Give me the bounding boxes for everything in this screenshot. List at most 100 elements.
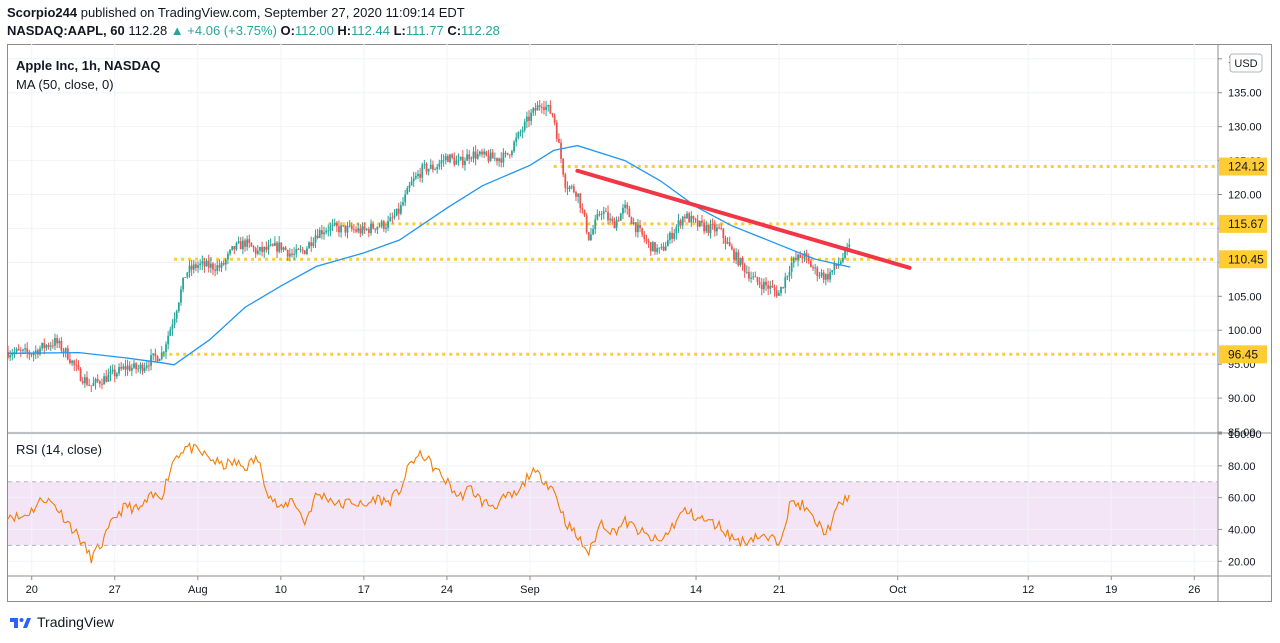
low-value: 111.77 [405, 23, 444, 38]
candle-body [133, 363, 135, 368]
candle-body [391, 217, 394, 219]
time-tick-label: 24 [441, 584, 453, 596]
candle [553, 113, 556, 126]
candle [271, 243, 274, 247]
candle-body [145, 365, 148, 368]
candle-body [58, 340, 61, 344]
candle-body [515, 137, 518, 142]
rsi-axis[interactable]: 20.00 40.00 60.00 80.00 100.00 [1218, 429, 1262, 568]
candle-body [790, 262, 793, 273]
candle [598, 210, 601, 217]
candle [438, 159, 441, 170]
candle-body [671, 232, 673, 239]
candle [248, 234, 251, 248]
candle [19, 347, 22, 357]
candle-body [643, 234, 646, 240]
price-level-badge: 115.67 [1219, 214, 1267, 233]
candle-body [318, 230, 321, 238]
candle-body [483, 151, 486, 155]
candle [241, 236, 244, 255]
candle [43, 338, 46, 355]
price-tick-label: 120.00 [1228, 190, 1262, 202]
candle [513, 140, 515, 153]
candle-body [440, 160, 443, 164]
candle-body [374, 228, 377, 230]
candle [109, 365, 112, 382]
candle-body [519, 132, 522, 134]
candle [118, 363, 120, 376]
candle-body [476, 154, 479, 159]
candle-body [632, 222, 635, 225]
candle [77, 360, 80, 371]
currency-badge[interactable]: USD [1229, 53, 1263, 73]
candle [485, 150, 488, 157]
symbol-name: NASDAQ:AAPL, 60 [7, 23, 125, 38]
candle-body [844, 248, 846, 258]
candle [716, 224, 718, 236]
candle [558, 133, 560, 144]
candle-body [83, 377, 86, 384]
candle [444, 153, 447, 165]
candle [205, 258, 208, 267]
candle [538, 100, 541, 111]
candle [805, 249, 808, 264]
candle-body [696, 219, 699, 227]
candle [795, 251, 797, 262]
candle [807, 253, 810, 265]
candle [824, 273, 827, 286]
candle [487, 149, 490, 164]
candle-body [660, 246, 663, 248]
candle-body [829, 272, 831, 280]
price-change: +4.06 (+3.75%) [187, 23, 277, 38]
candle-body [724, 238, 727, 244]
candle [481, 148, 483, 158]
trendline[interactable] [575, 168, 912, 270]
candle [209, 257, 212, 274]
tradingview-brand[interactable]: TradingView [9, 614, 114, 630]
candle-body [489, 152, 492, 161]
price-tick-label: 90.00 [1228, 393, 1256, 405]
candle-body [192, 264, 195, 270]
candle-body [278, 242, 281, 252]
candle [111, 364, 114, 375]
candle [427, 168, 430, 176]
candle [745, 265, 748, 275]
candle [308, 241, 310, 249]
candle [532, 106, 535, 116]
candle [602, 206, 605, 220]
candle-body [148, 365, 150, 367]
candle-body [816, 267, 819, 277]
candle-body [372, 223, 375, 229]
candle [474, 145, 477, 166]
candle [579, 192, 582, 213]
candle [203, 257, 206, 273]
candle-body [673, 233, 676, 239]
price-axis[interactable]: 85.0090.0095.00100.00105.00110.00115.001… [1218, 54, 1262, 439]
candle-body [600, 213, 603, 215]
low-label: L: [393, 23, 406, 38]
candle-body [795, 257, 797, 260]
candle-body [162, 352, 165, 353]
candle [192, 259, 195, 274]
time-tick-label: 26 [1188, 584, 1200, 596]
candle [186, 271, 189, 279]
candle-body [538, 105, 541, 107]
candle-body [666, 239, 669, 247]
candle-body [124, 366, 127, 370]
candle-body [111, 369, 114, 372]
candle-body [169, 329, 172, 336]
time-axis[interactable]: 20 27 Aug 10 17 24 Sep 14 21 Oct 12 19 26 [26, 576, 1201, 596]
candle [239, 236, 242, 250]
candle [773, 284, 776, 297]
author-name[interactable]: Scorpio244 [7, 5, 78, 20]
candle-body [639, 224, 641, 229]
candle-body [201, 261, 204, 264]
candle [314, 229, 317, 248]
candle [177, 302, 180, 313]
candle-body [579, 193, 582, 209]
candle-body [733, 249, 735, 260]
candle-body [517, 132, 520, 138]
candle [724, 235, 727, 250]
candle-body [54, 337, 56, 346]
